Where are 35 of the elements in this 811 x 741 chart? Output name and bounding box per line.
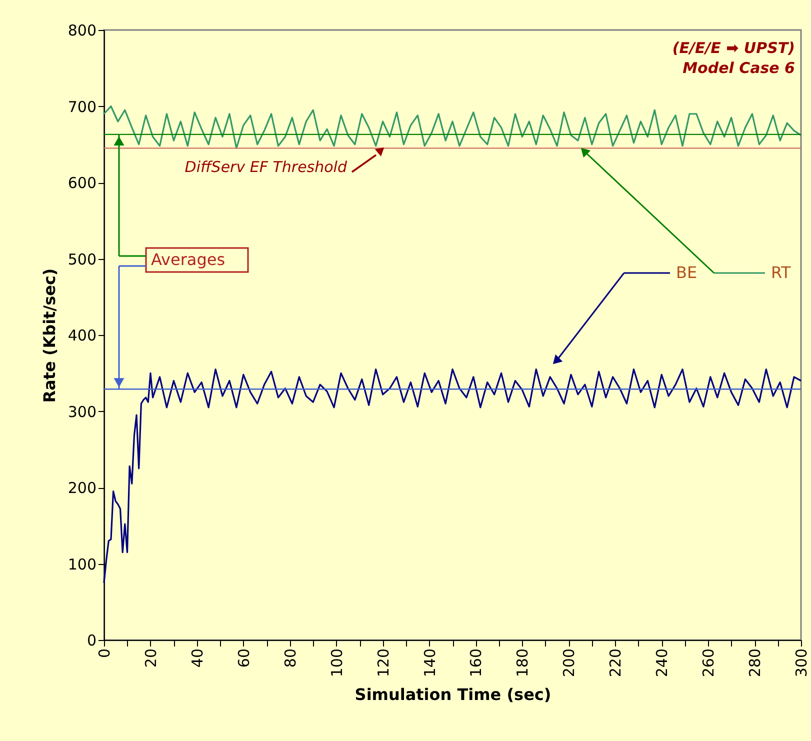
- x-axis-title: Simulation Time (sec): [354, 685, 552, 704]
- legend-label: BE: [676, 263, 698, 282]
- x-tick-label: 180: [514, 648, 532, 678]
- y-tick-label: 300: [68, 402, 96, 421]
- ref-line-label: DiffServ EF Threshold: [184, 158, 348, 176]
- y-tick-label: 600: [68, 174, 96, 192]
- y-tick-label: 700: [68, 98, 96, 116]
- y-tick-label: 200: [68, 479, 96, 497]
- x-tick-label: 20: [142, 648, 160, 668]
- x-tick-label: 120: [374, 648, 392, 678]
- x-tick-label: 140: [420, 648, 439, 678]
- y-tick-label: 400: [68, 326, 96, 344]
- x-tick-label: 0: [96, 648, 114, 658]
- x-tick-label: 160: [467, 648, 486, 678]
- annotation: (E/E/E ➡ UPST): [672, 39, 795, 57]
- y-tick-label: 800: [68, 22, 96, 40]
- legend-label: RT: [771, 263, 791, 282]
- x-tick-label: 240: [653, 648, 672, 678]
- x-tick-label: 200: [560, 648, 578, 678]
- x-tick-label: 60: [234, 648, 253, 668]
- x-tick-label: 100: [328, 648, 346, 678]
- annotation: Averages: [151, 250, 226, 269]
- y-tick-label: 0: [86, 632, 96, 650]
- y-axis-title: Rate (Kbit/sec): [40, 268, 59, 403]
- annotation: Model Case 6: [682, 59, 795, 77]
- x-tick-label: 220: [606, 648, 625, 678]
- x-tick-label: 280: [746, 648, 764, 678]
- x-tick-label: 300: [792, 648, 810, 678]
- y-tick-label: 500: [68, 250, 96, 268]
- x-tick-label: 80: [281, 648, 300, 668]
- x-tick-label: 260: [700, 648, 718, 678]
- y-tick-label: 100: [68, 555, 96, 574]
- line-series: [103, 105, 802, 149]
- x-tick-label: 40: [188, 648, 206, 668]
- line-series: [103, 368, 802, 584]
